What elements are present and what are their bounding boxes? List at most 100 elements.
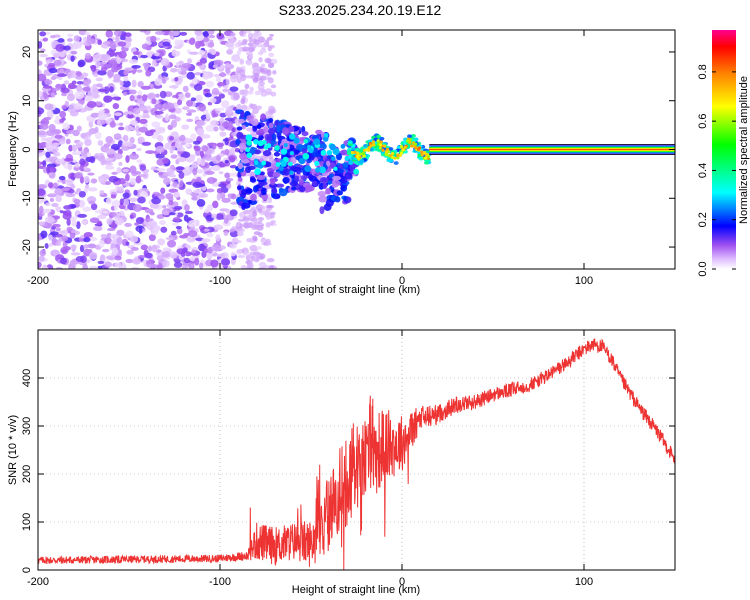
- heatmap-cell: [113, 112, 122, 117]
- heatmap-cell: [119, 198, 124, 205]
- heatmap-cell: [235, 104, 241, 110]
- heatmap-cell: [42, 85, 52, 89]
- heatmap-cell: [143, 249, 149, 257]
- heatmap-cell: [118, 177, 126, 185]
- heatmap-cell: [276, 194, 281, 199]
- heatmap-cell: [185, 137, 191, 143]
- heatmap-cell: [252, 185, 258, 193]
- heatmap-cell: [245, 75, 253, 79]
- heatmap-cell: [38, 40, 43, 49]
- colorbar-tick-label: 0.0: [697, 261, 709, 276]
- heatmap-cell: [40, 48, 46, 53]
- heatmap-cell: [193, 145, 201, 152]
- heatmap-cell: [266, 204, 273, 209]
- heatmap-cell: [89, 156, 96, 164]
- heatmap-cell: [48, 234, 53, 242]
- heatmap-cell: [94, 209, 105, 214]
- heatmap-cell: [315, 129, 323, 135]
- heatmap-cell: [230, 32, 236, 37]
- y-tick-label: 10: [21, 95, 33, 107]
- heatmap-cell: [353, 150, 357, 154]
- heatmap-cell: [110, 243, 116, 249]
- heatmap-cell: [236, 250, 243, 255]
- heatmap-cell: [93, 226, 103, 232]
- heatmap-cell: [358, 152, 363, 156]
- heatmap-cell: [211, 213, 217, 219]
- heatmap-cell: [412, 138, 418, 142]
- heatmap-cell: [271, 133, 277, 142]
- heatmap-cell: [139, 164, 147, 171]
- heatmap-cell: [63, 45, 71, 51]
- heatmap-cell: [115, 34, 120, 43]
- heatmap-cell: [420, 150, 424, 154]
- heatmap-cell: [61, 105, 67, 110]
- heatmap-cell: [329, 143, 336, 151]
- heatmap-cell: [302, 153, 310, 160]
- heatmap-cell: [323, 133, 329, 138]
- heatmap-cell: [260, 113, 267, 122]
- heatmap-cell: [70, 184, 76, 189]
- heatmap-cell: [170, 119, 178, 128]
- heatmap-cell: [288, 125, 295, 133]
- heatmap-cell: [55, 43, 65, 52]
- heatmap-cell: [230, 201, 239, 205]
- heatmap-cell: [190, 133, 197, 141]
- heatmap-cell: [259, 253, 266, 260]
- colorbar-tick-label: 0.6: [697, 114, 709, 129]
- heatmap-cell: [253, 231, 261, 236]
- heatmap-cell: [348, 159, 354, 165]
- heatmap-cell: [168, 188, 179, 193]
- heatmap-cell: [344, 155, 350, 161]
- heatmap-cell: [100, 66, 108, 72]
- heatmap-cell: [424, 156, 428, 160]
- heatmap-cell: [117, 41, 127, 47]
- heatmap-cell: [253, 160, 259, 165]
- heatmap-cell: [301, 131, 309, 137]
- heatmap-cell: [216, 192, 221, 201]
- y-tick-label: 0: [21, 567, 33, 573]
- heatmap-cell: [48, 67, 58, 74]
- heatmap-cell: [336, 190, 344, 196]
- heatmap-cell: [74, 191, 79, 195]
- heatmap-cell: [362, 148, 367, 152]
- heatmap-cell: [380, 152, 386, 157]
- heatmap-cell: [204, 170, 215, 175]
- heatmap-cell: [201, 145, 209, 152]
- heatmap-cell: [181, 62, 192, 69]
- heatmap-band: [429, 149, 675, 150]
- heatmap-cell: [170, 68, 178, 73]
- heatmap-cell: [83, 175, 90, 184]
- heatmap-cell: [199, 57, 208, 64]
- heatmap-cell: [76, 188, 82, 193]
- heatmap-cell: [259, 171, 265, 176]
- heatmap-cell: [362, 154, 366, 158]
- heatmap-cell: [183, 166, 193, 172]
- heatmap-cell: [393, 156, 397, 160]
- heatmap-cell: [216, 81, 226, 87]
- heatmap-cell: [108, 175, 119, 183]
- heatmap-cell: [43, 116, 52, 121]
- heatmap-cell: [376, 134, 382, 139]
- heatmap-cell: [359, 159, 365, 163]
- heatmap-cell: [298, 157, 306, 165]
- heatmap-cell: [237, 254, 246, 259]
- heatmap-cell: [136, 132, 142, 136]
- heatmap-cell: [318, 195, 327, 203]
- heatmap-cell: [220, 258, 231, 266]
- heatmap-cell: [203, 228, 210, 232]
- heatmap-cell: [265, 221, 271, 228]
- heatmap-cell: [210, 120, 220, 127]
- heatmap-cell: [289, 166, 299, 171]
- heatmap-cell: [48, 123, 56, 132]
- heatmap-cell: [99, 190, 105, 195]
- heatmap-cell: [260, 67, 269, 75]
- heatmap-cell: [246, 140, 252, 146]
- heatmap-cell: [289, 133, 296, 140]
- heatmap-cell: [198, 262, 204, 269]
- heatmap-cell: [276, 124, 281, 133]
- heatmap-cell: [267, 196, 273, 204]
- heatmap-cell: [40, 137, 51, 142]
- heatmap-cell: [225, 177, 234, 182]
- heatmap-cell: [175, 225, 182, 230]
- heatmap-cell: [331, 183, 338, 188]
